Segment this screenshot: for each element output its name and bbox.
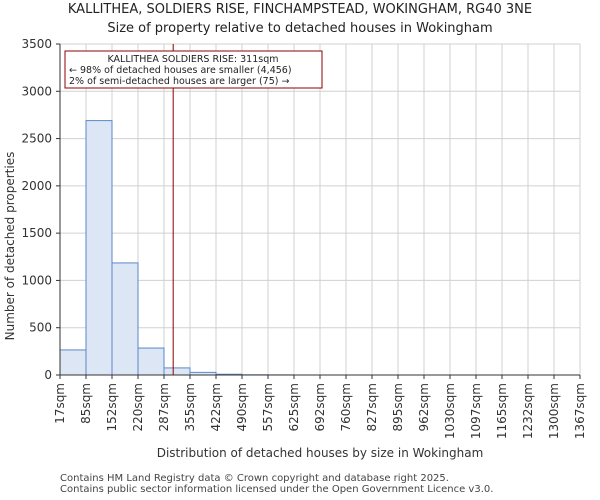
annotation-box: KALLITHEA SOLDIERS RISE: 311sqm ← 98% of… [64,50,323,89]
x-tick-label: 490sqm [235,383,249,431]
x-tick-label: 895sqm [391,383,405,431]
y-tick-label: 500 [29,321,52,335]
y-tick-label: 2500 [21,132,52,146]
x-tick-label: 760sqm [339,383,353,431]
x-tick-label: 422sqm [209,383,223,431]
y-tick-label: 1000 [21,273,52,287]
bar-287sqm [163,367,191,376]
x-tick-label: 1030sqm [443,383,457,439]
x-tick-label: 287sqm [157,383,171,431]
footer-line-2: Contains public sector information licen… [60,484,494,495]
x-tick-label: 220sqm [131,383,145,431]
x-tick-label: 1367sqm [573,383,587,439]
footer-line-1: Contains HM Land Registry data © Crown c… [60,473,449,484]
chart-subtitle: Size of property relative to detached ho… [107,21,493,36]
footer: Contains HM Land Registry data © Crown c… [60,473,493,495]
x-tick-label: 1300sqm [547,383,561,439]
y-tick-label: 3000 [21,84,52,98]
annotation-line-1: KALLITHEA SOLDIERS RISE: 311sqm [107,54,278,65]
x-tick-label: 152sqm [105,383,119,431]
chart-title-block: KALLITHEA, SOLDIERS RISE, FINCHAMPSTEAD,… [0,0,600,40]
y-tick-label: 0 [44,368,52,382]
x-tick-label: 1232sqm [521,383,535,439]
annotation-line-2: ← 98% of detached houses are smaller (4,… [69,65,292,76]
x-axis-label: Distribution of detached houses by size … [157,446,484,460]
x-tick-label: 962sqm [417,383,431,431]
y-tick-label: 2000 [21,179,52,193]
bars-layer [59,120,295,376]
x-tick-label: 1165sqm [495,383,509,439]
x-tick-label: 17sqm [53,383,67,424]
x-tick-label: 692sqm [313,383,327,431]
bar-152sqm [111,262,139,376]
y-tick-label: 3500 [21,37,52,51]
x-tick-label: 625sqm [287,383,301,431]
bar-85sqm [85,120,113,376]
axes-layer: 0 500 1000 1500 2000 2500 3000 3500 17sqm 85sqm 15… [21,37,587,439]
annotation-line-3: 2% of semi-detached houses are larger (7… [69,76,289,87]
bar-220sqm [137,347,165,376]
bar-17sqm [59,349,87,376]
y-axis-label: Number of detached properties [3,152,17,341]
chart-title: KALLITHEA, SOLDIERS RISE, FINCHAMPSTEAD,… [67,2,533,17]
x-tick-label: 355sqm [183,383,197,431]
y-tick-label: 1500 [21,226,52,240]
x-tick-label: 1097sqm [469,383,483,439]
x-tick-label: 85sqm [79,383,93,424]
x-tick-label: 557sqm [261,383,275,431]
grid-layer [59,43,581,376]
x-tick-label: 827sqm [365,383,379,431]
